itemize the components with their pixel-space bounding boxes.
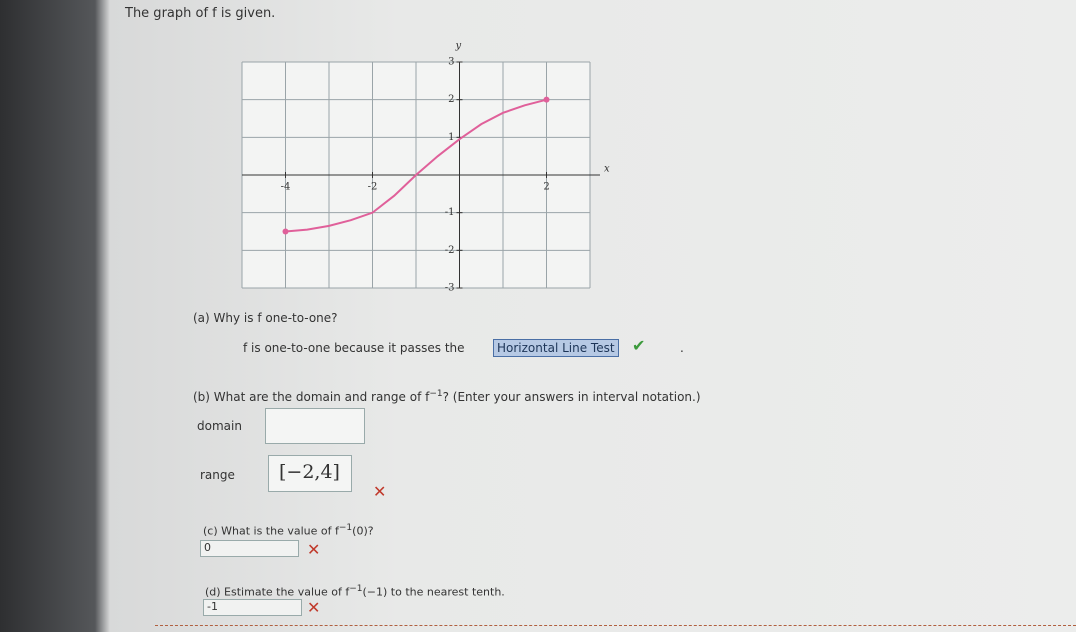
answer-c: 0 <box>204 541 211 554</box>
question-b: (b) What are the domain and range of f−1… <box>193 389 701 404</box>
y-tick-label: -3 <box>445 283 455 294</box>
text: (b) What are the domain and range of f <box>193 390 430 404</box>
divider <box>155 625 1076 626</box>
endpoint <box>543 96 550 103</box>
x-tick-label: -4 <box>281 182 291 193</box>
y-tick-label: 2 <box>448 94 454 105</box>
question-a: (a) Why is f one-to-one? <box>193 311 338 325</box>
answer-suffix: . <box>680 341 684 355</box>
question-c: (c) What is the value of f−1(0)? <box>203 523 374 538</box>
graph: x y -4 -2 2 -3 -2 -1 1 2 3 <box>241 41 610 294</box>
y-tick-label: -2 <box>445 245 455 256</box>
prompt: The graph of f is given. <box>125 6 276 21</box>
text: (d) Estimate the value of f <box>205 585 350 599</box>
answer-d: -1 <box>207 600 218 613</box>
superscript: −1 <box>429 389 443 399</box>
y-tick-label: -1 <box>445 207 455 218</box>
domain-input[interactable] <box>265 408 365 444</box>
domain-label: domain <box>197 419 242 433</box>
text: (−1) to the nearest tenth. <box>362 585 505 599</box>
check-icon: ✔ <box>632 336 646 355</box>
range-label: range <box>200 468 235 482</box>
y-tick-label: 1 <box>448 132 454 143</box>
answer-c-input[interactable]: 0 <box>200 540 299 557</box>
x-tick-label: 2 <box>543 182 549 193</box>
axis-label: y <box>455 41 462 52</box>
text: (c) What is the value of f <box>203 524 339 538</box>
text: ? (Enter your answers in interval notati… <box>442 390 701 404</box>
range-answer: [−2,4] <box>279 461 340 483</box>
wrong-icon: ✕ <box>307 540 321 559</box>
superscript: −1 <box>349 584 363 594</box>
answer-d-input[interactable]: -1 <box>203 599 302 616</box>
answer-prefix: f is one-to-one because it passes the <box>243 341 465 355</box>
axis-label: x <box>604 164 610 175</box>
answer-choice[interactable]: Horizontal Line Test <box>493 339 619 357</box>
question-d: (d) Estimate the value of f−1(−1) to the… <box>205 584 505 599</box>
endpoint <box>282 228 289 235</box>
range-input[interactable]: [−2,4] <box>268 455 352 492</box>
superscript: −1 <box>338 523 353 533</box>
text: (0)? <box>352 524 374 538</box>
curve <box>285 98 547 233</box>
x-tick-label: -2 <box>368 182 378 193</box>
y-tick-label: 3 <box>448 57 454 68</box>
wrong-icon: ✕ <box>307 598 321 617</box>
wrong-icon: ✕ <box>373 482 387 501</box>
